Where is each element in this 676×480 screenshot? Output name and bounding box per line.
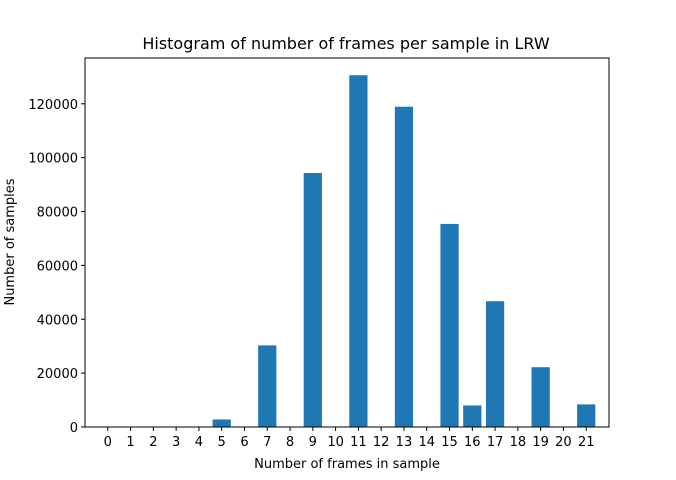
chart-title: Histogram of number of frames per sample…: [142, 34, 549, 53]
y-tick-label: 20000: [37, 367, 78, 382]
x-tick-label: 0: [104, 435, 112, 450]
y-tick-label: 120000: [28, 98, 78, 113]
x-tick-label: 16: [464, 435, 481, 450]
x-axis-label: Number of frames in sample: [254, 457, 440, 472]
x-tick-label: 5: [218, 435, 226, 450]
y-tick-label: 100000: [28, 152, 78, 167]
y-tick-label: 40000: [37, 313, 78, 328]
x-tick-label: 19: [532, 435, 549, 450]
x-tick-label: 17: [487, 435, 504, 450]
y-tick-label: 60000: [37, 259, 78, 274]
x-tick-label: 9: [309, 435, 317, 450]
bar-5: [212, 419, 231, 427]
x-tick-label: 1: [126, 435, 134, 450]
bar-21: [577, 404, 596, 427]
x-tick-label: 21: [578, 435, 595, 450]
x-tick-label: 15: [441, 435, 458, 450]
plot-area-frame: [84, 57, 610, 428]
bar-7: [258, 345, 277, 427]
x-axis-ticks: 0 1 2 3 4 5 6 7 8 9 10 11 12 13 14 15 16 17 18 19 20 21: [104, 427, 595, 450]
bar-17: [485, 301, 505, 427]
bar-13: [394, 106, 414, 427]
x-tick-label: 20: [555, 435, 572, 450]
x-tick-label: 12: [373, 435, 390, 450]
bar-9: [303, 173, 322, 427]
bar-16: [463, 405, 482, 427]
x-tick-label: 4: [195, 435, 203, 450]
x-tick-label: 10: [327, 435, 344, 450]
y-tick-label: 0: [70, 421, 78, 436]
x-tick-label: 3: [172, 435, 180, 450]
bar-15: [440, 223, 459, 427]
y-axis-ticks: 0 20000 40000 60000 80000 100000 120000: [28, 98, 85, 436]
bar-11: [349, 75, 368, 428]
x-tick-label: 18: [510, 435, 527, 450]
y-tick-label: 80000: [37, 206, 78, 221]
x-tick-label: 14: [418, 435, 435, 450]
bar-19: [531, 367, 550, 427]
y-axis-label: Number of samples: [3, 178, 18, 305]
x-tick-label: 6: [240, 435, 248, 450]
x-tick-label: 8: [286, 435, 294, 450]
x-tick-label: 2: [149, 435, 157, 450]
x-tick-label: 11: [350, 435, 367, 450]
x-tick-label: 7: [263, 435, 271, 450]
x-tick-label: 13: [396, 435, 413, 450]
bars: [212, 75, 596, 428]
